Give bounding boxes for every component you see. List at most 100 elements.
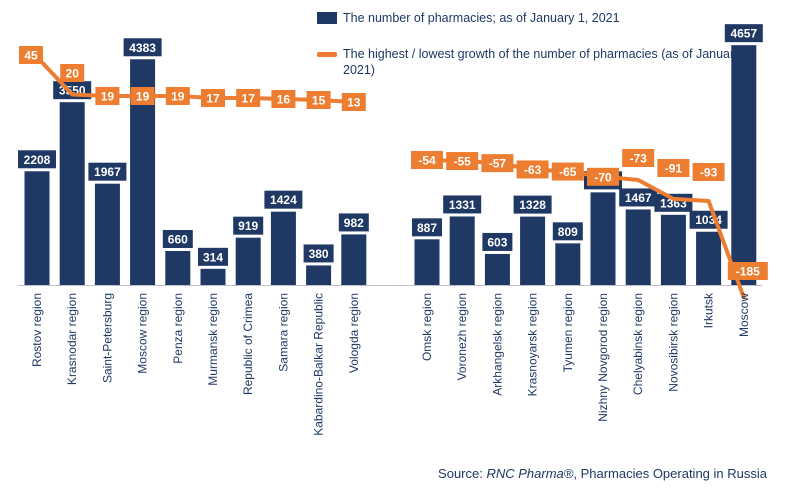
bar-data-label: 4383 — [129, 41, 156, 55]
growth-line-highest — [35, 55, 356, 104]
line-data-label: -93 — [700, 166, 718, 180]
x-tick-label: Rostov region — [30, 293, 44, 367]
line-data-label: 16 — [277, 93, 291, 107]
bar-data-label: 603 — [487, 235, 507, 249]
line-label-box — [727, 262, 768, 280]
x-tick-label: Penza region — [171, 293, 185, 364]
bar-data-label: 314 — [203, 250, 223, 264]
bar-label-box — [482, 232, 513, 251]
bar-label-box — [198, 247, 228, 266]
legend-swatch-line — [317, 52, 337, 57]
x-tick-label: Republic of Crimea — [241, 293, 255, 395]
bar — [414, 239, 440, 285]
x-tick-label: Kabardino-Balkar Republic — [312, 293, 326, 436]
line-data-label: 20 — [66, 67, 80, 81]
bar-data-label: 1331 — [449, 198, 476, 212]
bar — [341, 234, 367, 285]
line-label-box — [201, 89, 225, 107]
bar-label-box — [162, 230, 193, 249]
bar — [270, 211, 296, 285]
bar-data-label: 380 — [309, 247, 329, 261]
line-label-box — [622, 149, 655, 167]
bar — [200, 268, 226, 285]
legend-label-growth: The highest / lowest growth of the numbe… — [343, 47, 755, 77]
line-label-box — [95, 87, 120, 105]
bar-label-box — [619, 188, 658, 207]
line-data-label: -55 — [454, 155, 472, 169]
bar-label-box — [412, 218, 442, 237]
bar — [625, 209, 651, 285]
source-prefix: Source: — [438, 466, 487, 481]
bar-data-label: 919 — [238, 219, 258, 233]
source-brand: RNC Pharma® — [486, 466, 574, 481]
line-label-box — [130, 87, 155, 105]
line-data-label: -73 — [630, 152, 648, 166]
x-tick-label: Novosibirsk region — [666, 293, 680, 392]
legend-label-pharmacies: The number of pharmacies; as of January … — [343, 11, 620, 25]
bar-data-label: 4657 — [730, 27, 757, 41]
x-tick-label: Murmansk region — [206, 293, 220, 386]
line-data-label: 45 — [24, 49, 38, 63]
x-tick-label: Krasnodar region — [65, 293, 79, 385]
bar — [94, 183, 120, 285]
line-data-label: 19 — [136, 90, 150, 104]
line-label-box — [481, 154, 514, 173]
bar-label-box — [552, 222, 583, 241]
x-tick-label: Vologda region — [347, 293, 361, 373]
line-label-box — [306, 91, 331, 109]
line-label-box — [657, 159, 690, 177]
bar-label-box — [123, 38, 162, 57]
bar — [165, 251, 191, 285]
bar-data-label: 2208 — [24, 153, 51, 167]
bar-label-box — [303, 244, 334, 263]
bar-label-box — [338, 213, 369, 232]
bar — [484, 253, 510, 285]
bar — [520, 216, 546, 285]
x-tick-label: Samara region — [276, 293, 290, 372]
line-data-label: -63 — [524, 163, 542, 177]
bar — [449, 216, 475, 285]
line-label-box — [165, 87, 190, 105]
bar-data-label: 1328 — [519, 198, 546, 212]
line-data-label: 13 — [347, 96, 361, 110]
x-tick-label: Moscow region — [136, 293, 150, 374]
bar — [24, 171, 50, 285]
x-tick-label: Moscow — [737, 293, 751, 337]
x-tick-label: Krasnoyarsk region — [526, 293, 540, 396]
x-tick-label: Voronezh region — [455, 293, 469, 380]
bar — [660, 214, 686, 285]
line-data-label: 19 — [101, 90, 115, 104]
bar-data-label: 660 — [168, 233, 188, 247]
line-data-label: 17 — [242, 92, 256, 106]
bar-data-label: 887 — [417, 221, 437, 235]
line-label-box — [236, 89, 261, 107]
line-label-box — [551, 162, 584, 181]
bar-label-box — [443, 195, 482, 214]
line-label-box — [19, 46, 43, 64]
x-tick-label: Chelyabinsk region — [631, 293, 645, 395]
bar-data-label: 1424 — [270, 193, 297, 207]
line-data-label: -57 — [489, 157, 507, 171]
bar — [696, 231, 722, 285]
line-data-label: 19 — [171, 90, 185, 104]
line-data-label: -65 — [559, 165, 577, 179]
bar-label-box — [724, 24, 763, 43]
x-tick-label: Nizhny Novgorod region — [596, 293, 610, 422]
source-note: Source: RNC Pharma®, Pharmacies Operatin… — [438, 466, 767, 481]
bar — [306, 265, 332, 285]
bar — [731, 45, 757, 285]
source-suffix: , Pharmacies Operating in Russia — [573, 466, 767, 481]
line-data-label: -70 — [594, 170, 612, 184]
line-label-box — [587, 167, 619, 186]
x-tick-label: Irkutsk — [702, 292, 716, 328]
bar — [235, 237, 261, 285]
bar-label-box — [233, 216, 264, 235]
bar-data-label: 809 — [558, 225, 578, 239]
bar-label-box — [264, 190, 303, 209]
line-label-box — [341, 93, 366, 111]
x-tick-label: Tyumen region — [561, 293, 575, 372]
bar — [59, 102, 85, 285]
bar — [590, 192, 616, 285]
line-data-label: 15 — [312, 94, 326, 108]
line-label-box — [446, 152, 479, 171]
